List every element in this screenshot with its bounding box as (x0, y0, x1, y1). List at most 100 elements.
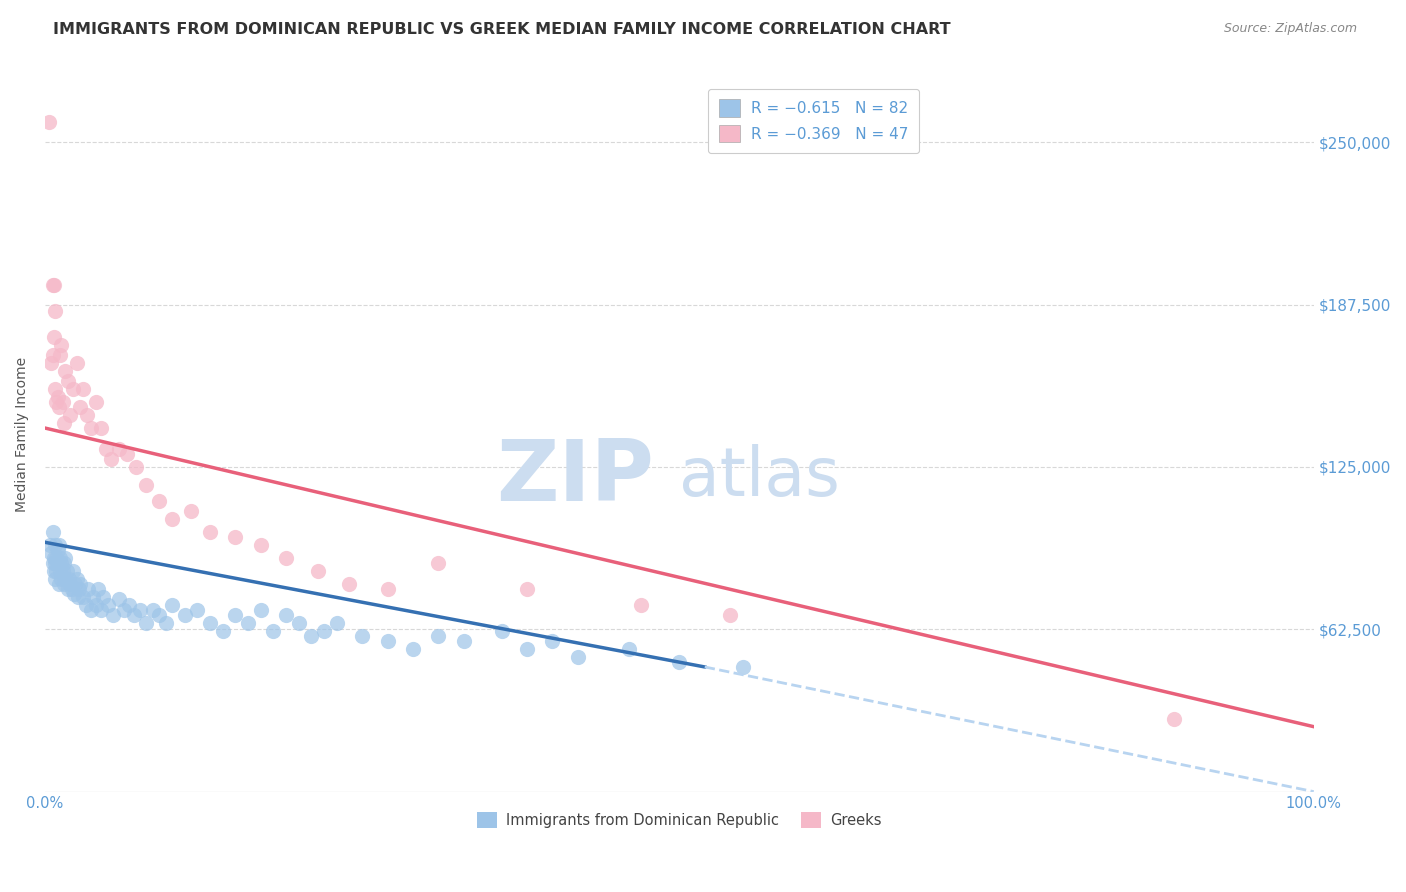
Point (52, 564, 75, 578)
Point (148, 607, 170, 622)
Point (65, 577, 87, 591)
Point (107, 592, 129, 607)
Point (79, 421, 101, 435)
Point (112, 603, 135, 617)
Point (66, 356, 89, 370)
Point (72, 590, 94, 604)
Point (53, 364, 76, 378)
Point (453, 634, 475, 648)
Point (84, 395, 107, 409)
Point (53, 577, 76, 591)
Point (224, 607, 246, 622)
Point (630, 598, 652, 612)
Point (274, 550, 297, 565)
Point (1163, 712, 1185, 726)
Point (274, 607, 297, 622)
Point (541, 634, 564, 648)
Point (97, 598, 120, 612)
Point (299, 629, 322, 643)
Point (326, 615, 349, 630)
Point (135, 478, 157, 492)
Point (46, 556, 69, 570)
Point (53, 572, 76, 586)
Point (107, 442, 129, 456)
Point (60, 582, 83, 596)
Text: atlas: atlas (679, 444, 841, 510)
Point (41, 524, 63, 539)
Point (491, 624, 513, 638)
Point (516, 582, 538, 596)
Point (41, 278, 63, 293)
Point (103, 607, 125, 622)
Point (42, 330, 65, 344)
Point (44, 538, 66, 552)
Point (72, 382, 94, 396)
Text: IMMIGRANTS FROM DOMINICAN REPUBLIC VS GREEK MEDIAN FAMILY INCOME CORRELATION CHA: IMMIGRANTS FROM DOMINICAN REPUBLIC VS GR… (53, 22, 950, 37)
Text: ZIP: ZIP (496, 436, 654, 519)
Point (51, 572, 73, 586)
Point (53, 416, 76, 430)
Point (377, 582, 399, 596)
Point (87, 582, 110, 596)
Point (211, 624, 233, 638)
Point (307, 564, 329, 578)
Legend: Immigrants from Dominican Republic, Greeks: Immigrants from Dominican Republic, Gree… (471, 805, 887, 834)
Point (90, 603, 112, 617)
Point (668, 655, 690, 669)
Point (402, 641, 425, 656)
Point (118, 598, 141, 612)
Point (44, 556, 66, 570)
Point (52, 395, 75, 409)
Point (224, 530, 246, 544)
Point (249, 538, 271, 552)
Point (42, 564, 65, 578)
Point (69, 401, 91, 415)
Point (55, 564, 77, 578)
Point (53, 550, 76, 565)
Point (287, 615, 309, 630)
Point (42, 278, 65, 293)
Point (45, 395, 67, 409)
Y-axis label: Median Family Income: Median Family Income (15, 357, 30, 512)
Point (58, 572, 80, 586)
Point (125, 460, 148, 475)
Point (82, 590, 104, 604)
Point (236, 615, 259, 630)
Point (63, 587, 86, 601)
Point (62, 382, 84, 396)
Point (53, 556, 76, 570)
Point (339, 577, 361, 591)
Point (48, 401, 70, 415)
Point (59, 577, 82, 591)
Point (62, 564, 84, 578)
Point (44, 572, 66, 586)
Point (718, 607, 741, 622)
Point (198, 615, 221, 630)
Point (100, 452, 122, 467)
Point (516, 641, 538, 656)
Point (46, 390, 69, 404)
Text: Source: ZipAtlas.com: Source: ZipAtlas.com (1223, 22, 1357, 36)
Point (49, 550, 72, 565)
Point (56, 374, 79, 388)
Point (617, 641, 640, 656)
Point (79, 603, 101, 617)
Point (186, 603, 208, 617)
Point (117, 447, 139, 461)
Point (262, 624, 284, 638)
Point (51, 338, 73, 352)
Point (49, 564, 72, 578)
Point (41, 348, 63, 362)
Point (76, 408, 98, 422)
Point (45, 550, 67, 565)
Point (39, 538, 62, 552)
Point (48, 577, 70, 591)
Point (160, 598, 183, 612)
Point (44, 382, 66, 396)
Point (46, 543, 69, 558)
Point (314, 624, 336, 638)
Point (142, 603, 165, 617)
Point (352, 629, 374, 643)
Point (77, 582, 100, 596)
Point (427, 556, 450, 570)
